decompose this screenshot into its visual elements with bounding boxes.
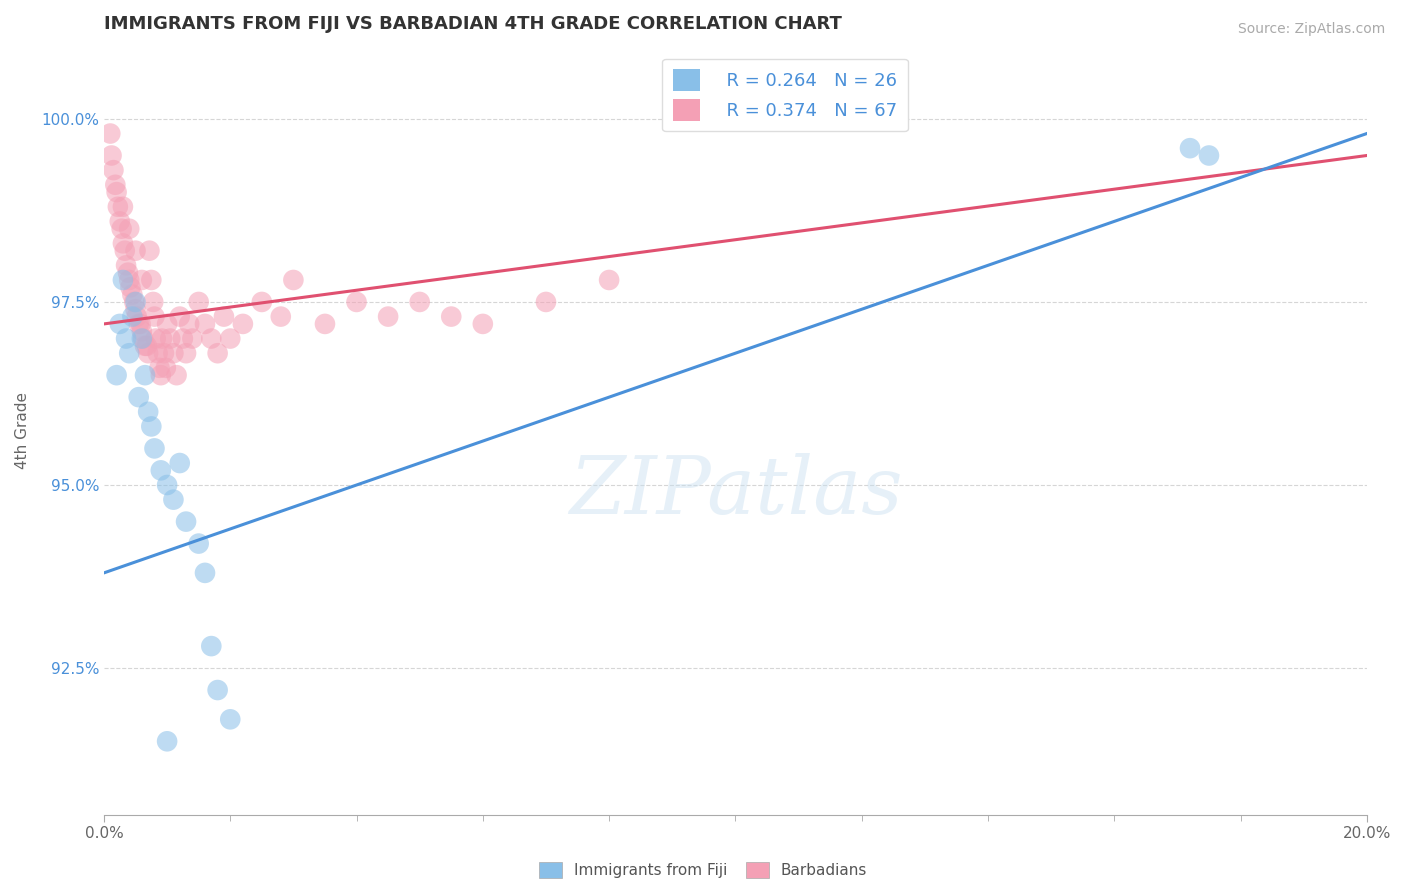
Point xyxy=(138,244,160,258)
Point xyxy=(141,273,163,287)
Text: ZIPatlas: ZIPatlas xyxy=(568,453,903,531)
Point xyxy=(174,346,197,360)
Point xyxy=(283,273,305,287)
Point xyxy=(219,332,242,346)
Point xyxy=(148,360,170,375)
Point xyxy=(125,310,148,324)
Point xyxy=(136,405,159,419)
Point xyxy=(111,200,134,214)
Point xyxy=(143,310,166,324)
Point xyxy=(124,302,146,317)
Point xyxy=(1198,148,1220,162)
Point xyxy=(124,244,146,258)
Point xyxy=(346,295,368,310)
Point xyxy=(408,295,430,310)
Point xyxy=(153,346,176,360)
Point xyxy=(146,346,169,360)
Point xyxy=(150,332,173,346)
Point xyxy=(162,346,184,360)
Point xyxy=(105,368,128,383)
Point xyxy=(134,368,156,383)
Point xyxy=(207,683,229,698)
Point xyxy=(136,346,159,360)
Point xyxy=(120,280,142,294)
Point xyxy=(440,310,463,324)
Point xyxy=(187,536,209,550)
Point xyxy=(132,332,155,346)
Point xyxy=(162,492,184,507)
Point xyxy=(1178,141,1201,155)
Point xyxy=(131,332,153,346)
Point xyxy=(134,339,156,353)
Point xyxy=(155,360,177,375)
Point xyxy=(135,339,157,353)
Text: IMMIGRANTS FROM FIJI VS BARBADIAN 4TH GRADE CORRELATION CHART: IMMIGRANTS FROM FIJI VS BARBADIAN 4TH GR… xyxy=(104,15,842,33)
Point xyxy=(270,310,292,324)
Point xyxy=(212,310,235,324)
Point xyxy=(219,712,242,726)
Point xyxy=(200,332,222,346)
Point xyxy=(156,734,179,748)
Point xyxy=(111,221,134,235)
Point xyxy=(534,295,557,310)
Point xyxy=(187,295,209,310)
Point xyxy=(159,332,181,346)
Point xyxy=(103,163,125,178)
Point xyxy=(128,390,150,404)
Point xyxy=(118,346,141,360)
Point xyxy=(166,368,188,383)
Point xyxy=(598,273,620,287)
Point xyxy=(118,221,141,235)
Point xyxy=(98,127,121,141)
Point xyxy=(111,236,134,251)
Point xyxy=(314,317,336,331)
Point xyxy=(107,200,129,214)
Point xyxy=(174,515,197,529)
Point xyxy=(115,332,138,346)
Point xyxy=(145,332,167,346)
Point xyxy=(121,310,143,324)
Point xyxy=(128,317,150,331)
Point xyxy=(179,317,201,331)
Point xyxy=(181,332,204,346)
Point xyxy=(100,148,122,162)
Point xyxy=(169,310,191,324)
Legend: Immigrants from Fiji, Barbadians: Immigrants from Fiji, Barbadians xyxy=(533,856,873,884)
Point xyxy=(200,639,222,653)
Point xyxy=(143,442,166,456)
Point xyxy=(207,346,229,360)
Point xyxy=(142,295,165,310)
Point xyxy=(129,317,152,331)
Point xyxy=(156,317,179,331)
Point xyxy=(156,478,179,492)
Point xyxy=(105,185,128,199)
Point xyxy=(250,295,273,310)
Point xyxy=(117,266,139,280)
Point xyxy=(115,258,138,272)
Point xyxy=(141,419,163,434)
Point xyxy=(194,317,217,331)
Point xyxy=(194,566,217,580)
Text: Source: ZipAtlas.com: Source: ZipAtlas.com xyxy=(1237,22,1385,37)
Point xyxy=(149,463,172,477)
Point xyxy=(149,368,172,383)
Point xyxy=(118,273,141,287)
Point xyxy=(172,332,194,346)
Point xyxy=(104,178,127,192)
Point xyxy=(131,273,153,287)
Point xyxy=(232,317,254,331)
Point xyxy=(471,317,494,331)
Point xyxy=(169,456,191,470)
Point xyxy=(121,287,143,301)
Point xyxy=(377,310,399,324)
Point xyxy=(124,295,146,310)
Point xyxy=(131,324,153,338)
Legend:   R = 0.264   N = 26,   R = 0.374   N = 67: R = 0.264 N = 26, R = 0.374 N = 67 xyxy=(662,59,908,131)
Point xyxy=(108,214,131,228)
Point xyxy=(114,244,136,258)
Point xyxy=(111,273,134,287)
Point xyxy=(108,317,131,331)
Y-axis label: 4th Grade: 4th Grade xyxy=(15,392,30,468)
Point xyxy=(124,295,146,310)
